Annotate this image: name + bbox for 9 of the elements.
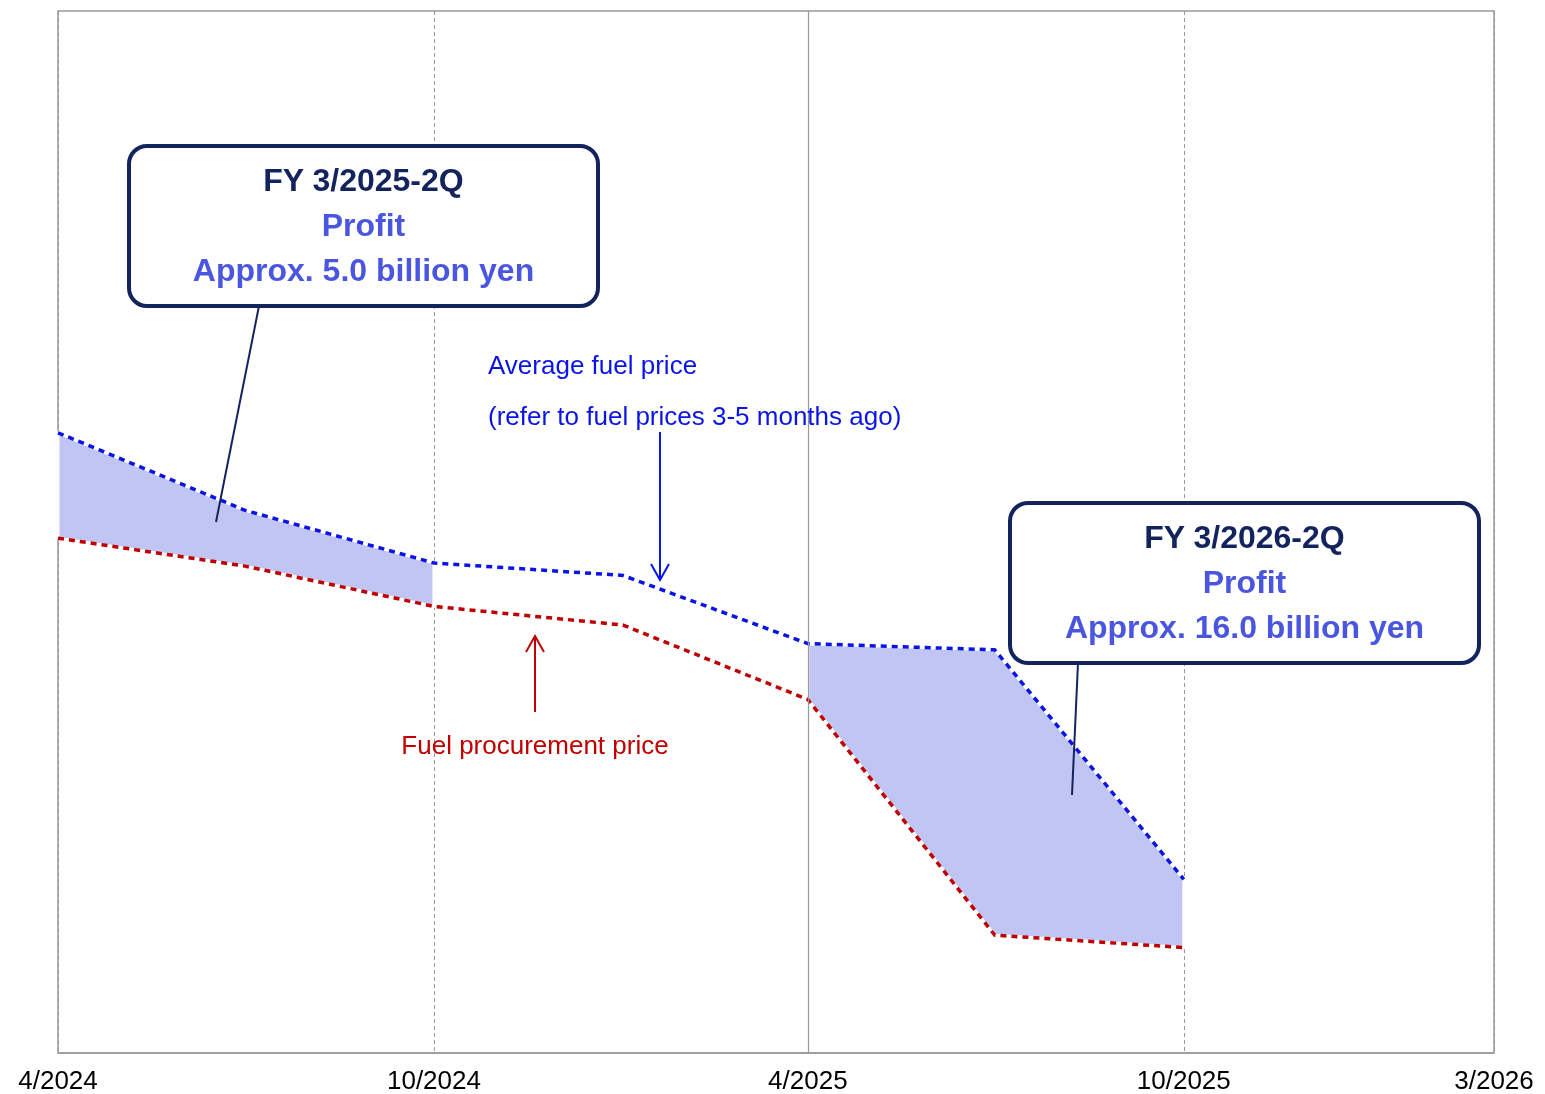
x-tick-label: 4/2024: [18, 1065, 98, 1094]
annotation: FY 3/2026-2Q Profit Approx. 16.0 billion yen: [1063, 518, 1426, 647]
annotation: Fuel procurement price: [400, 729, 670, 762]
text: Average fuel price (refer to fuel prices 3-5 months ago): [488, 349, 902, 433]
x-tick-label: 4/2025: [768, 1065, 848, 1094]
text: FY 3/2025-2Q Profit Approx. 5.0 billion yen: [191, 161, 536, 290]
x-tick-label: 3/2026: [1454, 1065, 1534, 1094]
x-tick-label: 10/2024: [386, 1065, 481, 1094]
x-tick-label: 10/2025: [1136, 1065, 1231, 1094]
